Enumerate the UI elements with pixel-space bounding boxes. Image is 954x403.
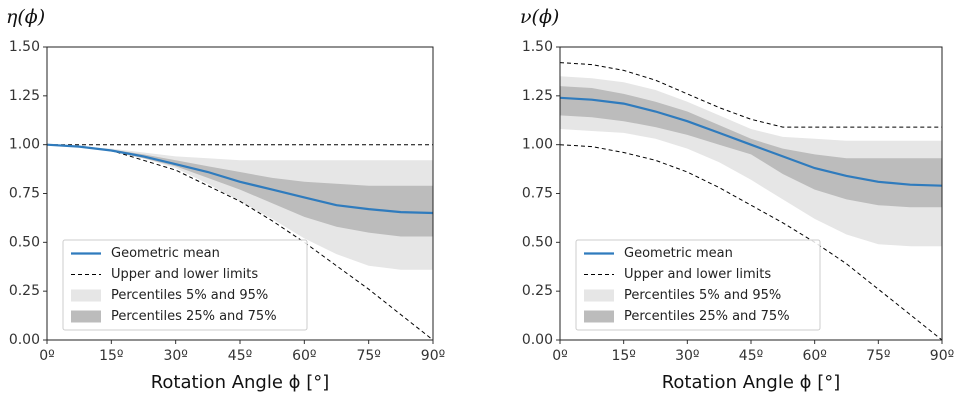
x-tick-label: 90º bbox=[421, 348, 445, 364]
y-tick-label: 1.00 bbox=[9, 137, 40, 153]
legend-swatch bbox=[584, 289, 614, 302]
y-tick-label: 0.50 bbox=[9, 234, 40, 250]
y-tick-label: 0.25 bbox=[9, 283, 40, 299]
x-tick-label: 0º bbox=[552, 348, 568, 364]
y-tick-label: 1.50 bbox=[9, 39, 40, 55]
legend-label: Geometric mean bbox=[624, 246, 733, 261]
legend-label: Geometric mean bbox=[111, 246, 220, 261]
legend-label: Upper and lower limits bbox=[624, 267, 771, 282]
y-tick-label: 1.25 bbox=[522, 88, 553, 104]
legend-label: Percentiles 25% and 75% bbox=[624, 309, 790, 324]
x-tick-label: 45º bbox=[739, 348, 763, 364]
legend-swatch bbox=[584, 310, 614, 323]
legend-box bbox=[62, 239, 308, 331]
chart-title: η(ϕ) bbox=[6, 6, 45, 28]
legend-label: Percentiles 25% and 75% bbox=[111, 309, 277, 324]
percentile-band bbox=[47, 144, 433, 270]
chart: ν(ϕ) Rotation Angle ϕ [°] 0.00 0.25 0.50 0.75… bbox=[520, 6, 954, 393]
y-tick-label: 1.50 bbox=[522, 39, 553, 55]
legend-box bbox=[575, 239, 821, 331]
mean-line bbox=[46, 143, 434, 215]
y-tick-label: 0.75 bbox=[522, 186, 553, 202]
x-tick-label: 30º bbox=[163, 348, 187, 364]
plot-frame bbox=[46, 46, 434, 341]
y-tick-label: 0.00 bbox=[9, 332, 40, 348]
x-tick-label: 15º bbox=[99, 348, 123, 364]
legend-label: Percentiles 5% and 95% bbox=[624, 288, 781, 303]
x-tick-label: 75º bbox=[866, 348, 890, 364]
x-tick-label: 75º bbox=[356, 348, 380, 364]
x-tick-label: 45º bbox=[228, 348, 252, 364]
x-tick-label: 0º bbox=[39, 348, 55, 364]
x-axis-label: Rotation Angle ϕ [°] bbox=[662, 372, 841, 393]
legend-label: Percentiles 5% and 95% bbox=[111, 288, 268, 303]
x-tick-label: 60º bbox=[802, 348, 826, 364]
legend-swatch bbox=[71, 310, 101, 323]
x-tick-label: 15º bbox=[611, 348, 635, 364]
y-tick-label: 0.25 bbox=[522, 283, 553, 299]
limit-line bbox=[559, 62, 942, 128]
legend-swatch bbox=[71, 289, 101, 302]
mean-line bbox=[559, 96, 943, 187]
plot-frame bbox=[559, 46, 943, 341]
x-tick-label: 30º bbox=[675, 348, 699, 364]
x-axis-label: Rotation Angle ϕ [°] bbox=[151, 372, 330, 393]
x-tick-label: 60º bbox=[292, 348, 316, 364]
chart: η(ϕ) Rotation Angle ϕ [°] 0.00 0.25 0.50 0.75… bbox=[6, 6, 445, 393]
legend-label: Upper and lower limits bbox=[111, 267, 258, 282]
y-tick-label: 0.50 bbox=[522, 234, 553, 250]
y-tick-label: 1.25 bbox=[9, 88, 40, 104]
x-tick-label: 90º bbox=[930, 348, 954, 364]
y-tick-label: 1.00 bbox=[522, 137, 553, 153]
y-tick-label: 0.00 bbox=[522, 332, 553, 348]
y-tick-label: 0.75 bbox=[9, 186, 40, 202]
percentile-band bbox=[47, 144, 433, 237]
limit-line bbox=[559, 144, 943, 341]
chart-title: ν(ϕ) bbox=[520, 6, 559, 28]
